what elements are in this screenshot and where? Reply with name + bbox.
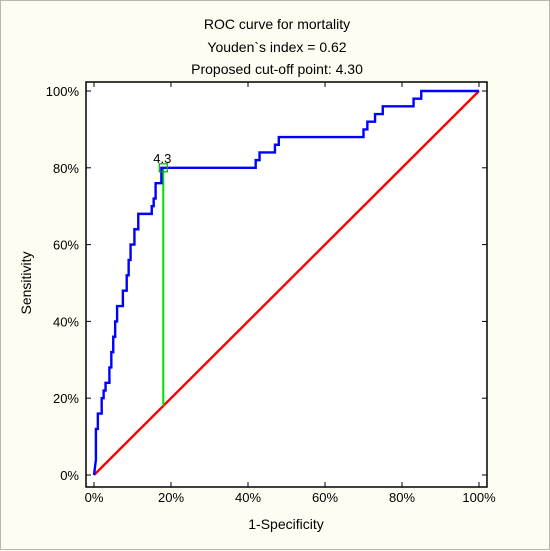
chart-subtitle-youden: Youden`s index = 0.62 [207,39,346,55]
x-tick-label: 80% [389,490,415,505]
cutoff-marker [158,163,168,173]
cutoff-annotation: 4.3 [153,151,171,166]
series-layer [92,89,480,476]
chart-title: ROC curve for mortality [204,16,350,32]
x-tick-label: 60% [312,490,338,505]
x-tick-label: 100% [462,490,496,505]
y-tick-label: 80% [53,161,79,176]
reference-diagonal [93,90,480,476]
y-tick-label: 60% [53,238,79,253]
y-axis-label: Sensitivity [18,251,34,314]
roc-curve [92,89,479,476]
y-tick-label: 40% [53,314,79,329]
x-axis-label: 1-Specificity [248,516,323,532]
y-tick-label: 0% [60,468,79,483]
x-tick-label: 20% [158,490,184,505]
x-axis-ticks: 0% 20% 40% 60% 80% 100% [85,82,496,505]
y-tick-label: 20% [53,391,79,406]
y-axis-ticks: 0% 20% 40% 60% 80% 100% [46,84,487,483]
y-tick-label: 100% [46,84,80,99]
x-tick-label: 0% [85,490,104,505]
x-tick-label: 40% [235,490,261,505]
chart-subtitle-cutoff: Proposed cut-off point: 4.30 [191,61,363,77]
